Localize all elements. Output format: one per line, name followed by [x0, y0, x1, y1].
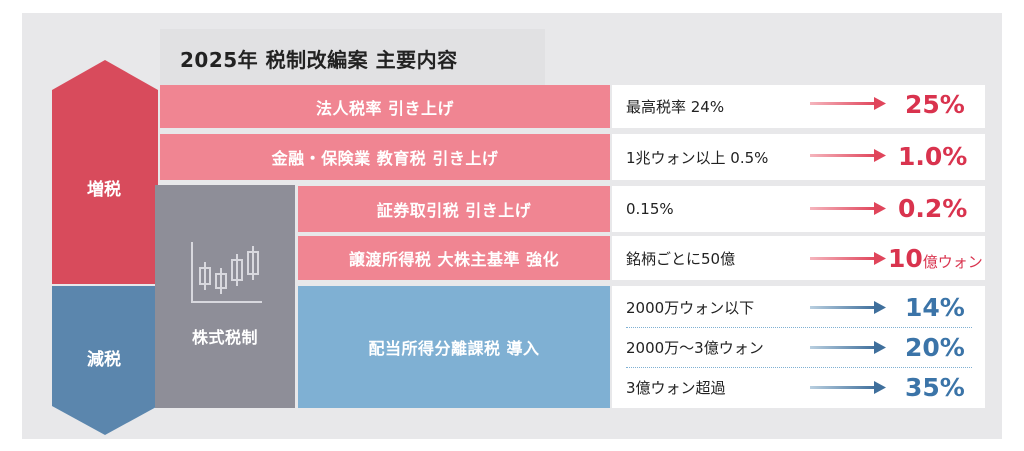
capital-gains-tax-new-unit: 億ウォン — [922, 253, 983, 271]
decrease-label: 減税 — [87, 350, 121, 370]
education-tax-label: 金融・保険業 教育税 引き上げ — [271, 149, 499, 168]
increase-arrow-3-icon — [810, 202, 886, 215]
double-arrow-icon — [52, 60, 158, 435]
dividend-tier-2-row: 2000万〜3億ウォン — [612, 328, 812, 366]
dividend-tier-1-row: 2000万ウォン以下 — [612, 288, 812, 326]
decrease-arrow-body — [52, 286, 158, 406]
education-tax-row: 1兆ウォン以上 0.5% — [612, 134, 985, 180]
education-tax-current: 1兆ウォン以上 0.5% — [626, 148, 769, 167]
securities-tax-current: 0.15% — [626, 200, 674, 218]
capital-gains-tax-new-value: 10億ウォン — [888, 246, 983, 271]
capital-gains-tax-label: 譲渡所得税 大株主基準 強化 — [348, 250, 560, 269]
stock-tax-label: 株式税制 — [191, 328, 258, 347]
dividend-tier-panel — [612, 286, 985, 408]
decrease-arrow-3-icon — [810, 381, 886, 394]
education-tax-bar: 金融・保険業 教育税 引き上げ — [160, 134, 610, 180]
securities-tax-row: 0.15% — [612, 186, 985, 232]
corporate-tax-row: 最高税率 24% — [612, 85, 985, 128]
dividend-tax-bar: 配当所得分離課税 導入 — [298, 286, 610, 408]
capital-gains-tax-bar: 譲渡所得税 大株主基準 強化 — [298, 236, 610, 280]
increase-arrow-1-icon — [810, 97, 886, 110]
increase-label: 増税 — [87, 180, 121, 200]
dividend-tier-2-current: 2000万〜3億ウォン — [626, 338, 764, 357]
dividend-tier-2-rate: 20% — [905, 333, 965, 362]
tier-divider-2 — [626, 367, 972, 368]
corporate-tax-new-rate: 25% — [905, 90, 965, 119]
increase-arrow-body — [52, 90, 158, 284]
dividend-tier-3-row: 3億ウォン超過 — [612, 368, 812, 406]
capital-gains-tax-current: 銘柄ごとに50億 — [626, 249, 736, 268]
dividend-tier-3-current: 3億ウォン超過 — [626, 378, 726, 397]
securities-tax-new-rate: 0.2% — [898, 194, 968, 223]
candlestick-chart-icon — [191, 242, 262, 303]
corporate-tax-current: 最高税率 24% — [626, 98, 725, 116]
education-tax-new-rate: 1.0% — [898, 142, 968, 171]
dividend-tier-1-current: 2000万ウォン以下 — [626, 298, 755, 317]
page-title: 2025年 税制改編案 主要内容 — [180, 48, 458, 72]
securities-tax-label: 証券取引税 引き上げ — [376, 201, 532, 220]
title-box — [160, 29, 545, 85]
decrease-arrow-head — [52, 406, 158, 435]
corporate-tax-label: 法人税率 引き上げ — [315, 98, 455, 118]
capital-gains-tax-new-number: 10 — [888, 244, 923, 273]
decrease-arrow-1-icon — [810, 301, 886, 314]
increase-arrow-2-icon — [810, 149, 886, 162]
securities-tax-bar: 証券取引税 引き上げ — [298, 186, 610, 232]
increase-arrow-4-icon — [810, 252, 886, 265]
dividend-tier-1-rate: 14% — [905, 293, 965, 322]
capital-gains-tax-row: 銘柄ごとに50億 — [612, 236, 985, 280]
increase-arrow-head — [52, 60, 158, 90]
stock-tax-column — [155, 185, 295, 408]
dividend-tax-label: 配当所得分離課税 導入 — [368, 339, 540, 358]
dividend-tier-3-rate: 35% — [905, 373, 965, 402]
corporate-tax-bar: 法人税率 引き上げ — [160, 85, 610, 128]
tier-divider-1 — [626, 327, 972, 328]
decrease-arrow-2-icon — [810, 341, 886, 354]
